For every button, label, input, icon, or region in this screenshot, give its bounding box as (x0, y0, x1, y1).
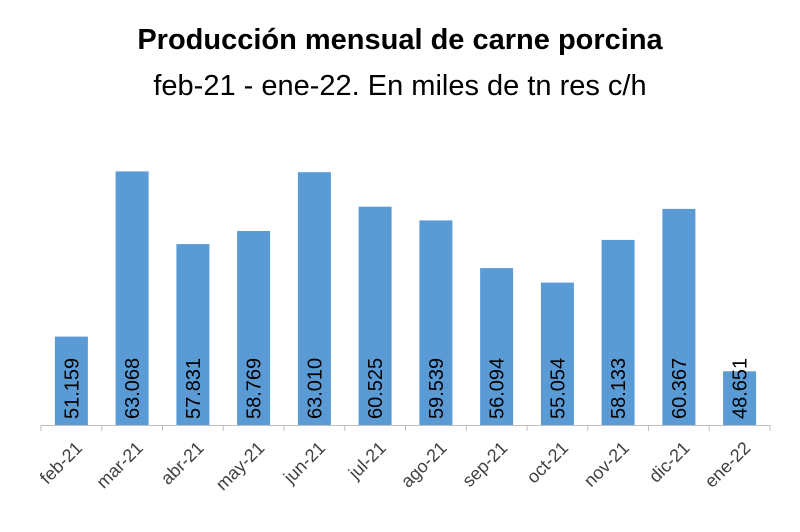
bar-oct-21 (540, 282, 574, 425)
x-tick-label-mar-21: mar-21 (92, 438, 146, 492)
bar-ene-22 (723, 371, 757, 425)
x-tick-label-jun-21: jun-21 (279, 438, 329, 488)
data-label-may-21: 58.769 (244, 358, 266, 419)
x-tick-label-sep-21: sep-21 (458, 438, 511, 491)
data-label-oct-21: 55.054 (547, 358, 569, 419)
bar-mar-21 (115, 171, 149, 425)
bar-sep-21 (480, 268, 514, 425)
data-label-abr-21: 57.831 (183, 358, 205, 419)
data-label-sep-21: 56.094 (487, 358, 509, 419)
x-tick-label-abr-21: abr-21 (157, 438, 208, 489)
data-label-jun-21: 63.010 (304, 358, 326, 419)
x-tick-label-ene-22: ene-22 (701, 438, 755, 492)
data-label-nov-21: 58.133 (608, 358, 630, 419)
data-label-feb-21: 51.159 (61, 358, 83, 419)
data-label-ene-22: 48.651 (730, 358, 752, 419)
data-label-dic-21: 60.367 (669, 358, 691, 419)
chart-subtitle: feb-21 - ene-22. En miles de tn res c/h (153, 70, 647, 102)
x-tick-label-nov-21: nov-21 (580, 438, 633, 491)
bar-nov-21 (601, 239, 635, 425)
x-tick-label-oct-21: oct-21 (523, 438, 573, 488)
x-tick-label-jul-21: jul-21 (344, 438, 390, 484)
x-tick-label-feb-21: feb-21 (36, 438, 86, 488)
bar-may-21 (237, 231, 271, 425)
data-label-jul-21: 60.525 (365, 358, 387, 419)
x-tick-label-may-21: may-21 (212, 438, 269, 495)
bar-jun-21 (297, 172, 331, 425)
data-label-mar-21: 63.068 (122, 358, 144, 419)
bar-ago-21 (419, 220, 453, 425)
x-tick-label-dic-21: dic-21 (645, 438, 694, 487)
bar-abr-21 (176, 244, 210, 425)
chart-title: Producción mensual de carne porcina (137, 24, 663, 56)
bar-jul-21 (358, 206, 392, 425)
data-label-ago-21: 59.539 (426, 358, 448, 419)
bar-dic-21 (662, 208, 696, 425)
x-tick-label-ago-21: ago-21 (397, 438, 451, 492)
bar-feb-21 (54, 336, 88, 425)
